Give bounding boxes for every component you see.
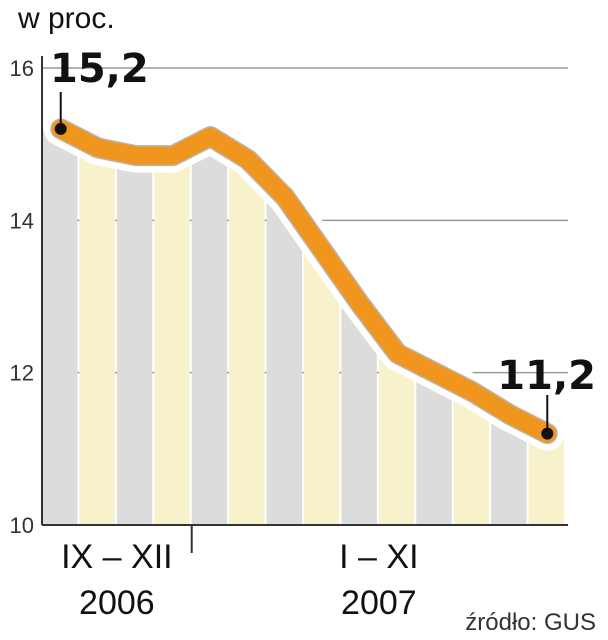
area-stripe bbox=[191, 128, 228, 525]
x-group-label: IX – XII bbox=[61, 538, 173, 576]
area-stripe bbox=[528, 128, 564, 525]
data-line bbox=[43, 111, 565, 451]
value-labels: 15,2 11,2 bbox=[50, 46, 596, 440]
source-label: źródło: GUS bbox=[465, 609, 596, 636]
y-tick-label: 10 bbox=[10, 513, 34, 538]
start-marker bbox=[54, 122, 67, 135]
area-stripe bbox=[116, 128, 153, 525]
x-category-labels: IX – XII 2006 I – XI 2007 bbox=[61, 538, 418, 622]
area-stripe bbox=[229, 128, 265, 525]
y-tick-label: 14 bbox=[10, 208, 34, 233]
y-tick-label: 16 bbox=[10, 56, 34, 81]
unit-label: w proc. bbox=[18, 2, 115, 35]
area-stripe bbox=[79, 128, 115, 525]
y-tick-label: 12 bbox=[10, 361, 34, 386]
y-tick-labels: 10 12 14 16 bbox=[10, 56, 34, 538]
axes bbox=[41, 56, 568, 553]
x-group-label: I – XI bbox=[339, 538, 418, 576]
area-stripe bbox=[378, 128, 415, 525]
x-year-label: 2007 bbox=[341, 584, 417, 622]
area-stripe bbox=[154, 128, 190, 525]
area-stripe bbox=[266, 128, 302, 525]
area-stripe bbox=[453, 128, 490, 525]
area-fill bbox=[42, 128, 564, 525]
end-marker bbox=[541, 427, 554, 440]
area-stripe bbox=[416, 128, 452, 525]
area-stripe bbox=[42, 128, 78, 525]
start-value-label: 15,2 bbox=[50, 46, 149, 92]
area-stripe bbox=[491, 128, 527, 525]
end-value-label: 11,2 bbox=[497, 353, 596, 399]
x-year-label: 2006 bbox=[79, 584, 155, 622]
series-line bbox=[51, 119, 557, 443]
